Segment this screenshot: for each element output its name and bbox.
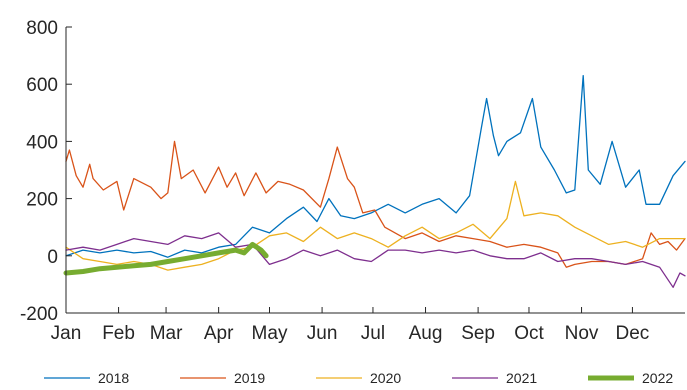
y-tick-label: 800	[26, 18, 58, 39]
x-tick-label: Jun	[307, 323, 338, 344]
x-tick-label: Jul	[361, 323, 385, 344]
x-tick-label: Dec	[616, 323, 650, 344]
legend-label-2021: 2021	[506, 370, 537, 386]
series-line-2018	[65, 74, 686, 258]
x-tick-label: Aug	[409, 323, 443, 344]
legend: 2018 2019 2020 2021 2022	[44, 370, 673, 386]
legend-label-2022: 2022	[642, 370, 673, 386]
x-tick-label: Apr	[204, 323, 234, 344]
series-line-2021	[65, 232, 686, 288]
y-tick-label: 200	[26, 190, 58, 211]
x-tick-label: Nov	[565, 323, 599, 344]
y-tick-label: -200	[20, 304, 58, 325]
legend-label-2019: 2019	[234, 370, 265, 386]
series-line-2020	[65, 180, 686, 271]
x-tick-label: Mar	[150, 323, 183, 344]
x-tick-label: Jan	[51, 323, 82, 344]
x-tick-label: Oct	[514, 323, 544, 344]
x-tick-label: Sep	[461, 323, 495, 344]
x-tick-label: May	[252, 323, 288, 344]
plot-area	[66, 27, 685, 313]
legend-label-2018: 2018	[98, 370, 129, 386]
y-tick-label: 600	[26, 75, 58, 96]
plot-background	[66, 27, 685, 313]
series-line-2019	[65, 140, 686, 268]
x-tick-label: Feb	[102, 323, 135, 344]
y-tick-label: 0	[47, 247, 58, 268]
y-tick-label: 400	[26, 132, 58, 153]
series-line-2022	[63, 241, 269, 276]
series-layer	[63, 74, 686, 288]
legend-label-2020: 2020	[370, 370, 401, 386]
axes-layer: -200 0 200 400 600 800 Jan Feb Mar Apr May Jun Jul Au…	[20, 18, 685, 344]
